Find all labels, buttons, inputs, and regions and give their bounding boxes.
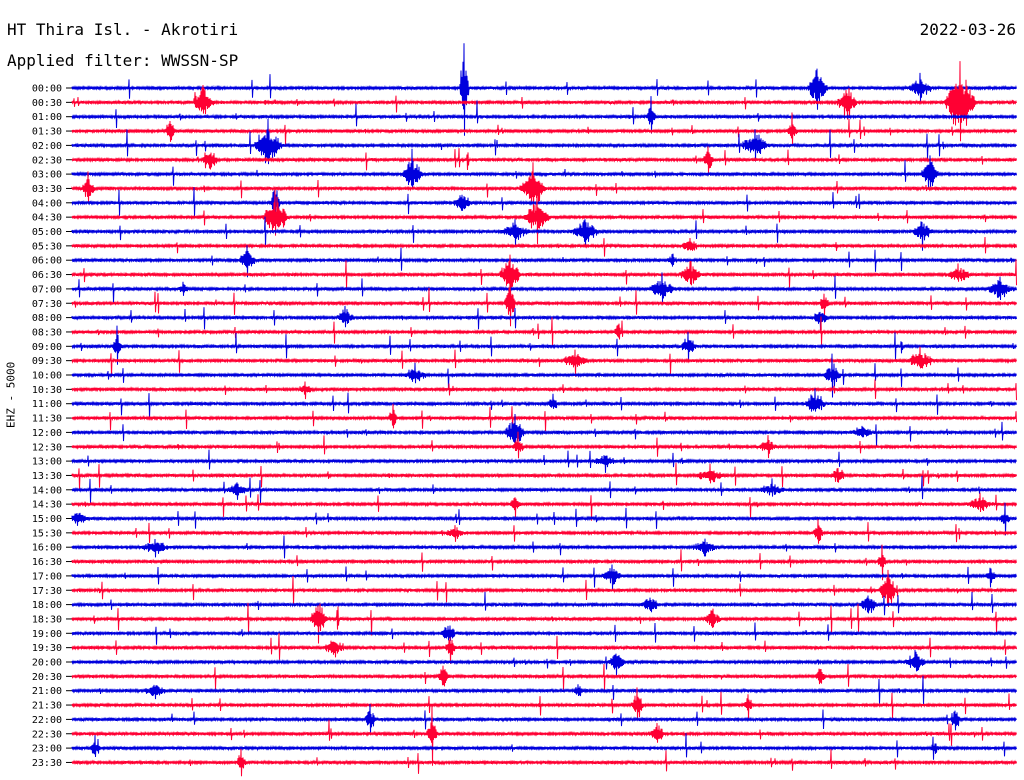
time-label: 00:00	[32, 84, 62, 95]
station-title: HT Thira Isl. - Akrotiri	[7, 20, 239, 39]
trace-row	[71, 564, 1017, 591]
trace-row	[71, 519, 1017, 544]
time-label: 07:30	[32, 299, 62, 310]
trace-row	[71, 704, 1017, 766]
time-label: 11:30	[32, 414, 62, 425]
time-label: 02:30	[32, 155, 62, 166]
time-label: 21:30	[32, 701, 62, 712]
trace-row	[71, 492, 1017, 521]
time-label: 03:00	[32, 170, 62, 181]
time-label: 09:30	[32, 356, 62, 367]
trace-row	[71, 502, 1017, 536]
time-label: 11:00	[32, 399, 62, 410]
time-label: 04:30	[32, 213, 62, 224]
time-label: 15:00	[32, 514, 62, 525]
time-label: 10:00	[32, 371, 62, 382]
trace-row	[71, 649, 1017, 676]
time-label: 23:30	[32, 758, 62, 769]
time-label: 14:00	[32, 485, 62, 496]
time-label: 12:00	[32, 428, 62, 439]
trace-row	[71, 591, 1017, 616]
trace-row	[71, 602, 1017, 644]
time-label: 01:30	[32, 127, 62, 138]
trace-row	[71, 633, 1017, 664]
time-label: 05:30	[32, 241, 62, 252]
time-label: 13:30	[32, 471, 62, 482]
time-label: 20:30	[32, 672, 62, 683]
time-label: 18:00	[32, 600, 62, 611]
time-label: 08:30	[32, 327, 62, 338]
filter-info: Applied filter: WWSSN-SP	[7, 51, 238, 70]
time-label: 23:00	[32, 744, 62, 755]
time-label: 17:00	[32, 571, 62, 582]
time-label: 13:00	[32, 457, 62, 468]
trace-row	[71, 535, 1017, 559]
time-label: 09:00	[32, 342, 62, 353]
date-label: 2022-03-26	[919, 20, 1016, 39]
time-label: 20:00	[32, 658, 62, 669]
time-label: 17:30	[32, 586, 62, 597]
time-label: 19:00	[32, 629, 62, 640]
time-label: 19:30	[32, 643, 62, 654]
time-label: 21:00	[32, 686, 62, 697]
time-label: 22:00	[32, 715, 62, 726]
trace-row	[71, 245, 1017, 278]
trace-row	[71, 43, 1017, 136]
trace-row	[71, 733, 1017, 760]
time-label: 10:30	[32, 385, 62, 396]
trace-row	[71, 272, 1017, 303]
time-label: 16:30	[32, 557, 62, 568]
time-label: 06:00	[32, 256, 62, 267]
time-label: 14:30	[32, 500, 62, 511]
filter-value: WWSSN-SP	[161, 51, 239, 70]
time-label: 01:00	[32, 112, 62, 123]
trace-row	[71, 431, 1017, 459]
time-label: 02:00	[32, 141, 62, 152]
time-label: 00:30	[32, 98, 62, 109]
trace-row	[71, 216, 1017, 251]
time-label: 03:30	[32, 184, 62, 195]
trace-row	[71, 162, 1017, 220]
time-label: 22:30	[32, 729, 62, 740]
time-label: 18:30	[32, 614, 62, 625]
time-label: 07:00	[32, 284, 62, 295]
time-label: 08:00	[32, 313, 62, 324]
trace-row	[71, 663, 1017, 691]
time-label: 05:00	[32, 227, 62, 238]
filter-label: Applied filter:	[7, 51, 152, 70]
trace-row	[71, 305, 1017, 331]
time-label: 12:30	[32, 442, 62, 453]
trace-row	[71, 462, 1017, 490]
time-label: 15:30	[32, 528, 62, 539]
time-label: 16:00	[32, 543, 62, 554]
time-label: 04:00	[32, 198, 62, 209]
time-label: 06:30	[32, 270, 62, 281]
